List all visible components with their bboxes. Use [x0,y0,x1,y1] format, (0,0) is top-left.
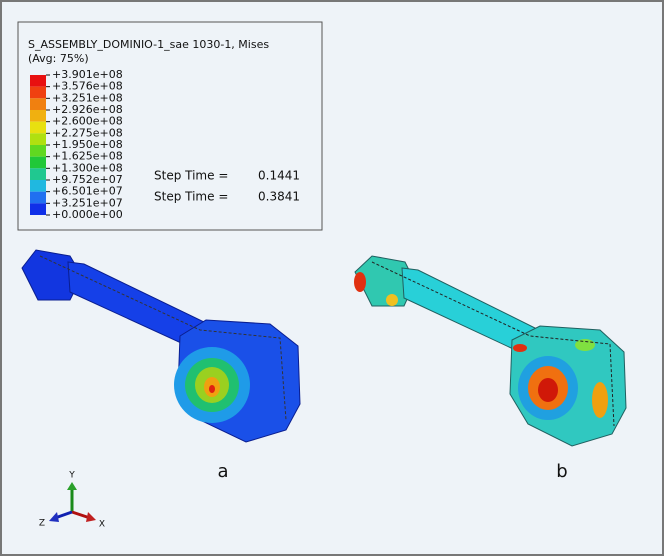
color-swatch [30,157,46,169]
triad-x: X [99,520,105,530]
color-swatch [30,110,46,122]
label-a: a [217,461,228,482]
color-swatch [30,122,46,134]
label-b: b [556,461,567,482]
step-value: 0.3841 [258,190,300,204]
color-swatch [30,75,46,87]
legend-title: S_ASSEMBLY_DOMINIO-1_sae 1030-1, Mises [28,38,269,51]
color-swatch [30,145,46,157]
color-bar: +3.901e+08+3.576e+08+3.251e+08+2.926e+08… [30,68,123,221]
color-swatch [30,203,46,215]
color-swatch [30,98,46,110]
triad-z: Z [39,519,45,529]
color-swatch [30,180,46,192]
step-label: Step Time = [154,190,228,204]
viewport: S_ASSEMBLY_DOMINIO-1_sae 1030-1, Mises (… [0,0,664,556]
color-swatch [30,133,46,145]
color-swatch [30,192,46,204]
color-swatch [30,168,46,180]
step-value: 0.1441 [258,169,300,183]
legend-subtitle: (Avg: 75%) [28,52,89,65]
step-label: Step Time = [154,169,228,183]
legend-value: +0.000e+00 [52,208,123,221]
triad-y: Y [68,471,75,481]
color-swatch [30,87,46,99]
